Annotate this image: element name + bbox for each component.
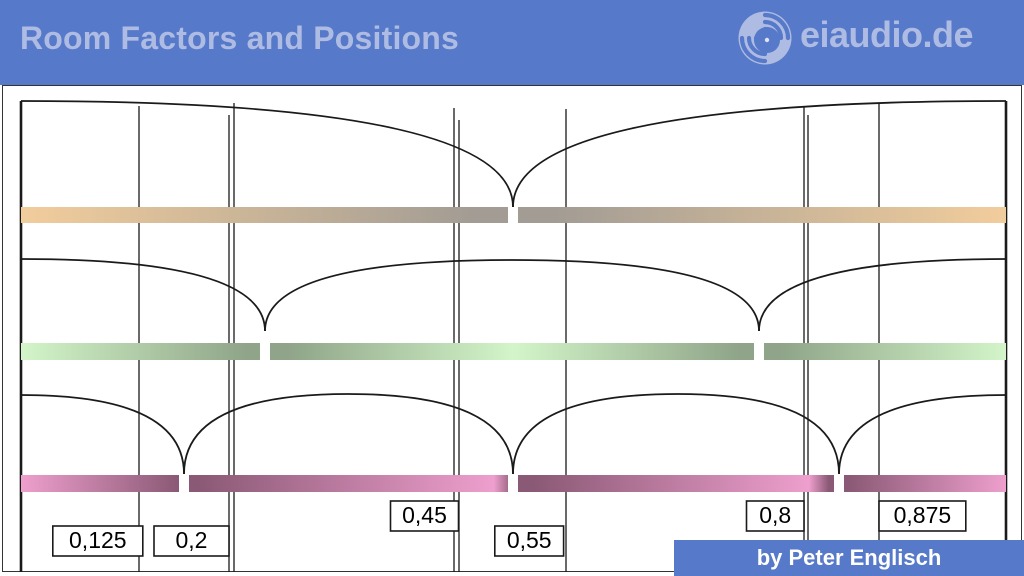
svg-text:0,875: 0,875 [894,502,952,528]
svg-text:0,125: 0,125 [69,527,127,553]
svg-text:0,8: 0,8 [759,502,791,528]
svg-text:0,45: 0,45 [402,502,447,528]
svg-text:0,55: 0,55 [507,527,552,553]
svg-text:0,2: 0,2 [176,527,208,553]
